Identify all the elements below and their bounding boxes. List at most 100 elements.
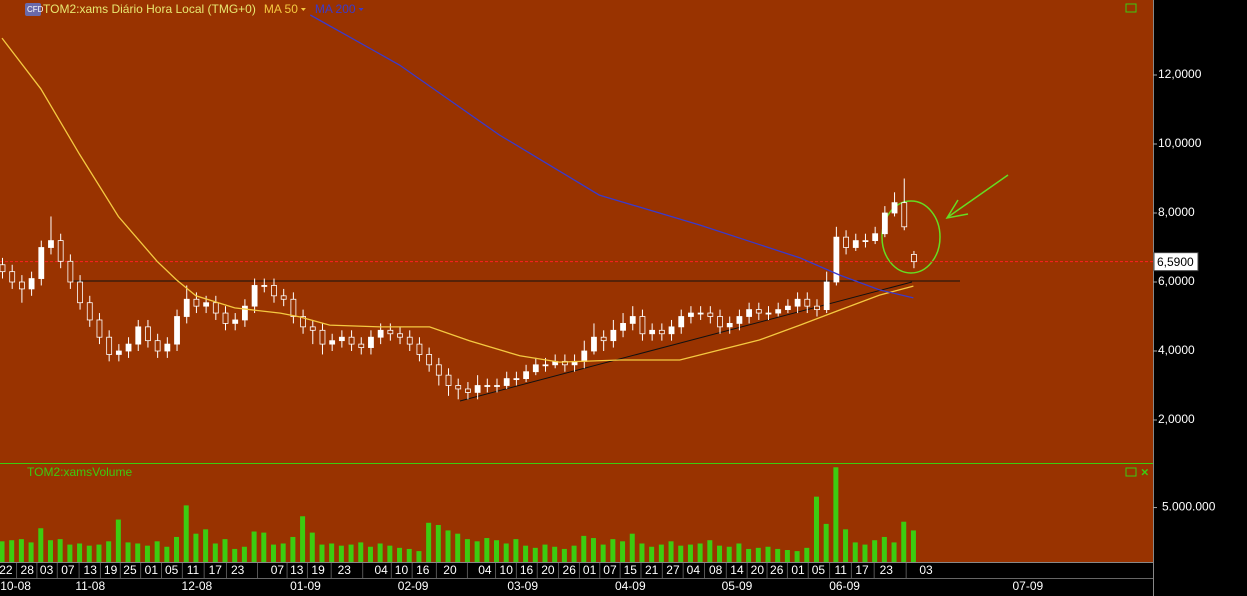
x-tick-label: 04: [687, 563, 701, 577]
candle-body: [833, 236, 840, 283]
volume-bar: [193, 533, 199, 562]
volume-bar: [784, 550, 790, 562]
candle-body: [610, 329, 617, 342]
volume-bar: [319, 544, 325, 562]
candle-body: [28, 278, 35, 290]
legend-entry: MA 200: [315, 2, 356, 16]
volume-bar: [135, 543, 141, 562]
volume-bar: [270, 544, 276, 562]
volume-bar: [261, 532, 267, 562]
volume-bar: [86, 545, 92, 562]
candle-body: [145, 326, 151, 342]
x-tick-label: 04: [478, 563, 492, 577]
candle-body: [755, 309, 762, 314]
volume-bar: [232, 548, 238, 562]
x-tick-label: 16: [416, 563, 430, 577]
x-tick-label: 14: [730, 563, 744, 577]
volume-bar: [668, 541, 674, 562]
volume-bar: [833, 467, 839, 562]
volume-bar: [852, 542, 858, 562]
volume-bar: [57, 539, 63, 562]
y-tick-label: 4,0000: [1158, 343, 1195, 357]
volume-bar: [280, 543, 286, 562]
candle-body: [154, 340, 161, 352]
close-button[interactable]: ×: [1141, 464, 1149, 479]
x-month-label: 05-09: [722, 579, 753, 593]
volume-bar: [96, 544, 102, 562]
x-month-label: 11-08: [75, 579, 105, 593]
volume-title: TOM2:xamsVolume: [27, 465, 132, 479]
volume-bar: [290, 536, 296, 562]
candle-body: [474, 385, 481, 393]
volume-bar: [891, 542, 897, 562]
candle-body: [280, 295, 287, 300]
volume-bar: [901, 521, 907, 562]
candle-body: [513, 378, 520, 381]
maximize-button[interactable]: [1125, 3, 1137, 13]
maximize-button[interactable]: [1125, 467, 1137, 477]
candle-body: [872, 233, 879, 242]
x-tick-label: 17: [209, 563, 223, 577]
x-tick-label: 01: [791, 563, 805, 577]
moving-average: [1, 37, 914, 363]
volume-bar: [775, 548, 781, 562]
volume-bar: [348, 544, 354, 562]
volume-bar: [484, 538, 490, 562]
volume-bar: [804, 547, 810, 562]
volume-bar: [794, 551, 800, 562]
candle-body: [794, 298, 801, 307]
volume-bar: [9, 540, 15, 562]
y-tick-label: 5.000.000: [1162, 500, 1216, 514]
candle-body: [688, 312, 694, 317]
volume-bar: [309, 532, 315, 562]
volume-bar: [241, 546, 247, 562]
x-month-label: 10-08: [0, 579, 31, 593]
candle-body: [193, 298, 200, 307]
candle-body: [135, 326, 142, 345]
candle-body: [271, 285, 277, 297]
x-tick-label: 17: [855, 563, 869, 577]
candle-body: [503, 378, 510, 386]
symbol-icon[interactable]: [25, 3, 41, 16]
candle-body: [591, 336, 597, 352]
candle-body: [368, 336, 374, 348]
candle-body: [726, 323, 733, 328]
last-price-label: 6,5900: [1157, 255, 1194, 269]
volume-bar: [658, 544, 664, 562]
x-month-label: 12-08: [182, 579, 213, 593]
volume-bar: [77, 543, 83, 562]
candle-body: [765, 312, 772, 315]
volume-bar: [28, 542, 34, 562]
candle-body: [183, 298, 190, 317]
volume-bar: [377, 543, 383, 562]
volume-bar: [823, 523, 829, 562]
candle-body: [203, 302, 210, 307]
x-tick-label: 28: [21, 563, 35, 577]
volume-bar: [910, 530, 916, 562]
x-tick-label: 20: [541, 563, 555, 577]
x-tick-label: 07: [271, 563, 285, 577]
legend-dropdown: [358, 8, 364, 11]
legend-dropdown: [300, 8, 306, 11]
candle-body: [804, 298, 811, 307]
x-tick-label: 19: [311, 563, 325, 577]
candle-body: [465, 388, 471, 393]
volume-bar: [600, 544, 606, 562]
last-price-box: [1153, 252, 1199, 272]
volume-bar: [435, 524, 441, 562]
y-tick-label: 2,0000: [1158, 412, 1195, 426]
arrow: [947, 174, 1009, 218]
volume-bar: [687, 544, 693, 562]
candle-body: [426, 354, 433, 366]
x-month-label: 06-09: [829, 579, 860, 593]
candle-body: [494, 385, 500, 387]
candle-body: [212, 302, 219, 314]
x-tick-label: 10: [500, 563, 514, 577]
x-tick-label: 08: [709, 563, 723, 577]
volume-bar: [523, 545, 529, 562]
x-tick-label: 26: [563, 563, 577, 577]
candle-body: [106, 336, 113, 355]
candle-body: [484, 385, 491, 387]
candle-body: [911, 254, 917, 263]
candle-body: [852, 240, 859, 248]
